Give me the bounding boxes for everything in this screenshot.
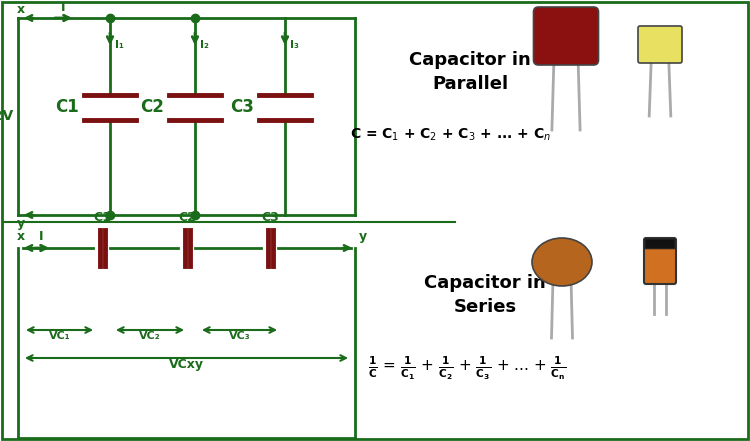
Text: C3: C3 xyxy=(230,98,254,116)
Text: y: y xyxy=(17,217,26,230)
FancyBboxPatch shape xyxy=(638,26,682,63)
FancyBboxPatch shape xyxy=(644,238,676,284)
Text: y: y xyxy=(359,230,368,243)
Text: x: x xyxy=(17,3,26,16)
Text: I₁: I₁ xyxy=(115,40,124,50)
Text: I: I xyxy=(61,1,65,14)
Text: x: x xyxy=(17,230,26,243)
Ellipse shape xyxy=(532,238,592,286)
Text: $\mathbf{\frac{1}{C}}$ = $\mathbf{\frac{1}{C_1}}$ + $\mathbf{\frac{1}{C_2}}$ + $: $\mathbf{\frac{1}{C}}$ = $\mathbf{\frac{… xyxy=(368,354,566,382)
Text: I₃: I₃ xyxy=(290,40,298,50)
Text: 12V: 12V xyxy=(0,109,14,123)
Text: I: I xyxy=(39,230,44,243)
FancyBboxPatch shape xyxy=(645,239,675,249)
Text: Capacitor in
Series: Capacitor in Series xyxy=(424,274,546,316)
Text: C1: C1 xyxy=(94,211,112,224)
Text: C2: C2 xyxy=(140,98,164,116)
Text: VC₃: VC₃ xyxy=(229,331,251,341)
Text: C1: C1 xyxy=(56,98,79,116)
Text: C = C$_1$ + C$_2$ + C$_3$ + ... + C$_n$: C = C$_1$ + C$_2$ + C$_3$ + ... + C$_n$ xyxy=(350,127,550,143)
Text: C2: C2 xyxy=(178,211,196,224)
Text: C3: C3 xyxy=(262,211,279,224)
Text: Capacitor in
Parallel: Capacitor in Parallel xyxy=(410,51,531,93)
Text: I₂: I₂ xyxy=(200,40,208,50)
Text: VCxy: VCxy xyxy=(169,358,204,371)
FancyBboxPatch shape xyxy=(533,7,598,65)
Text: VC₂: VC₂ xyxy=(140,331,160,341)
Text: VC₁: VC₁ xyxy=(49,331,70,341)
